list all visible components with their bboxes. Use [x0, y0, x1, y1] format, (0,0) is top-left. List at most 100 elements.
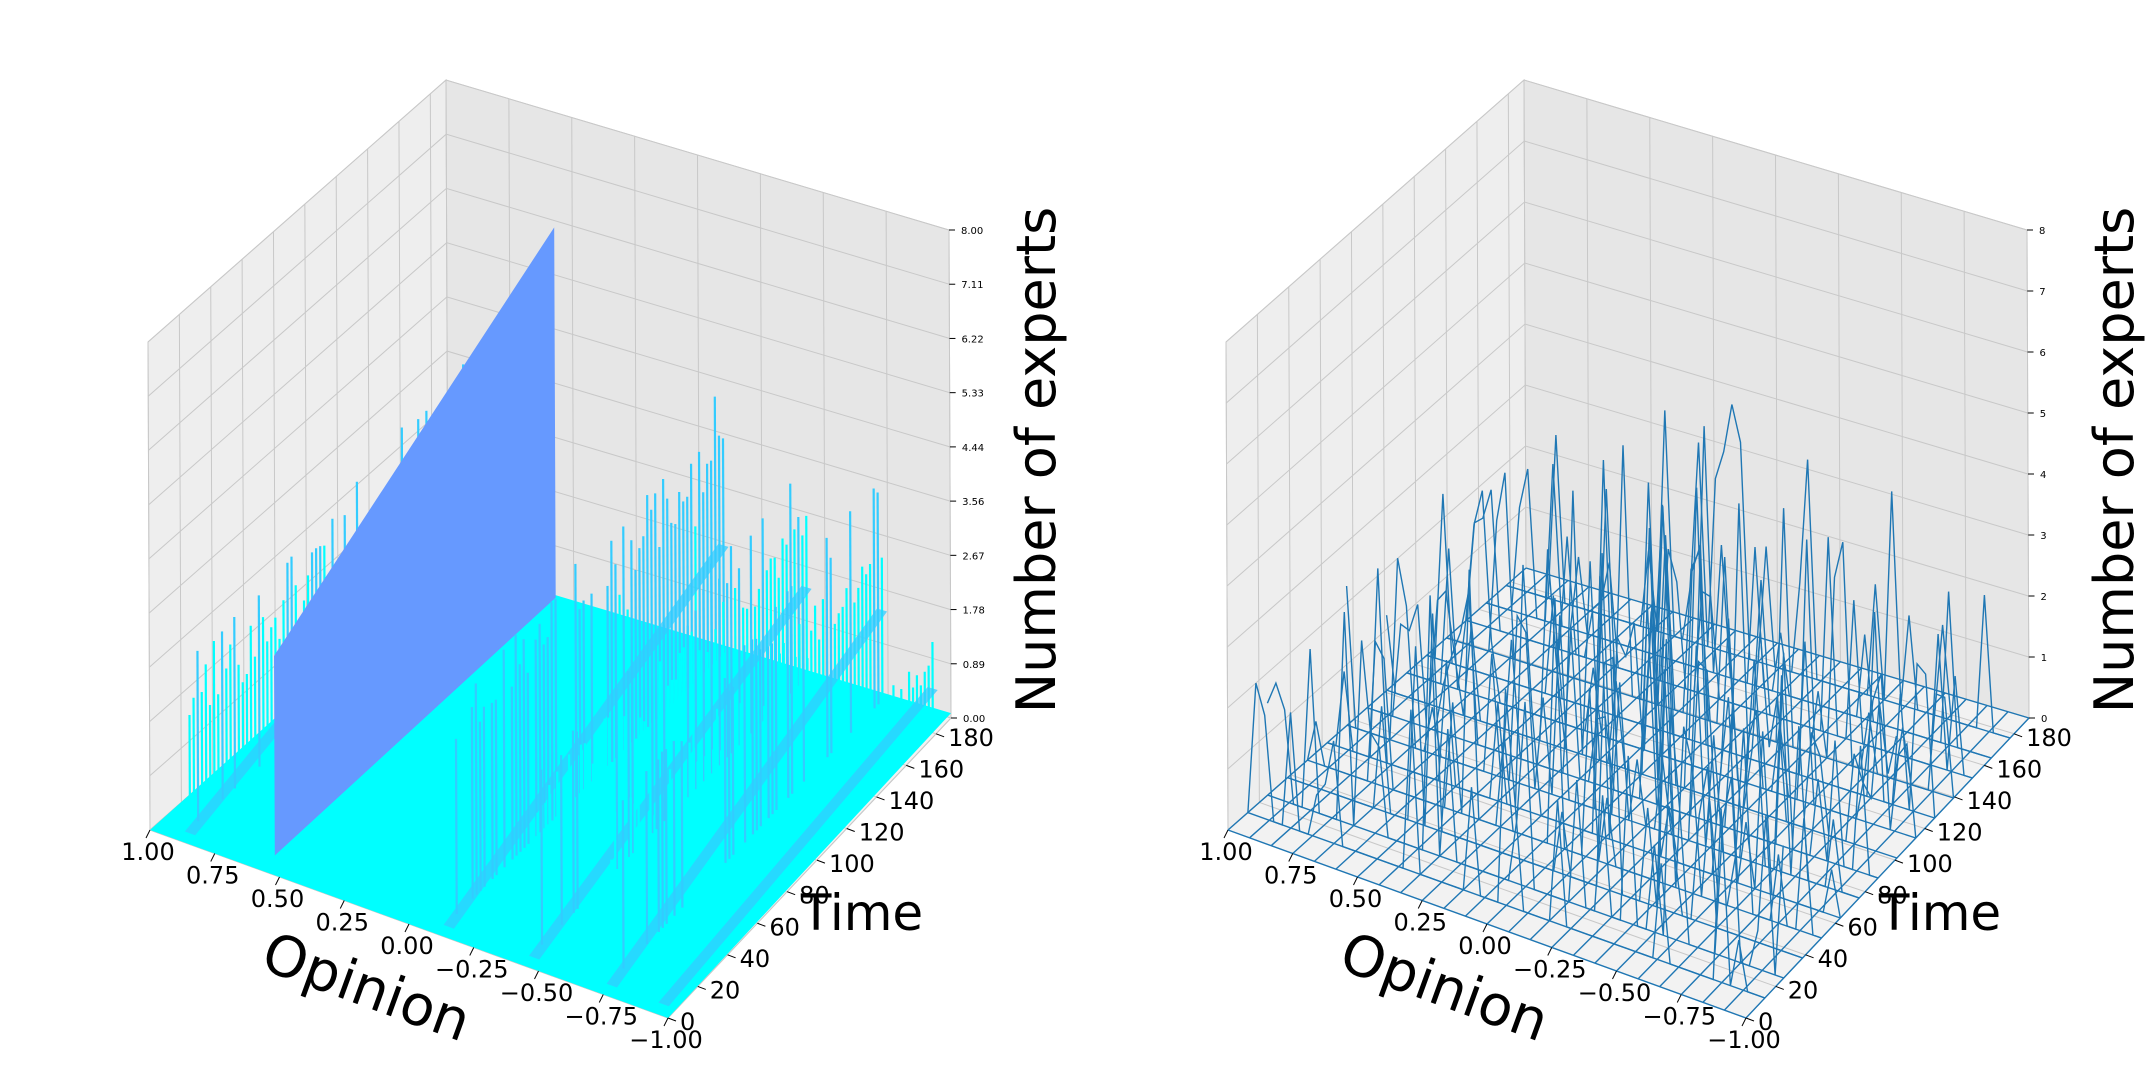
surface-spike [212, 641, 216, 807]
surface-spike [540, 769, 544, 945]
y-tick-label: 60 [1847, 913, 1878, 941]
x-tick-mark [404, 923, 410, 933]
surface-spike [502, 649, 506, 868]
x-tick-label: 0.50 [1329, 885, 1382, 913]
y-tick-mark [1984, 764, 1993, 769]
y-tick-mark [1894, 859, 1904, 864]
y-tick-label: 140 [1967, 787, 2013, 815]
surface-spike [702, 589, 706, 782]
z-tick-label: 4.44 [962, 443, 984, 454]
wire-line [1529, 655, 1820, 941]
surface-spike [562, 663, 566, 809]
surface-spike [731, 686, 735, 855]
surface-spike [674, 679, 678, 810]
wire-series [1406, 490, 1917, 839]
surface-spike [567, 754, 571, 917]
z-tick-label: 1 [2041, 653, 2047, 664]
surface-spike [200, 691, 204, 818]
x-tick-label: −0.25 [435, 956, 509, 984]
y-tick-label: 160 [1996, 755, 2042, 783]
surface-spike [880, 557, 884, 701]
y-tick-mark [2013, 733, 2023, 738]
z-tick-label: 0.89 [963, 660, 985, 671]
z-tick-label: 8 [2039, 226, 2045, 237]
x-tick-mark [1741, 1017, 1747, 1027]
surface-spike [743, 645, 747, 843]
surface-spike [718, 578, 722, 766]
surface-spike [714, 629, 718, 770]
x-tick-mark [663, 1017, 669, 1027]
surface-spike [727, 690, 731, 859]
surface-spike [798, 624, 802, 786]
surface-spike [482, 706, 486, 887]
surface-spike [204, 664, 208, 814]
x-tick-mark [1482, 923, 1488, 933]
surface-spike [466, 741, 470, 903]
x-tick-mark [339, 900, 345, 909]
y-axis-title: Time [1878, 884, 2001, 942]
y-tick-mark [906, 764, 915, 769]
surface-spike [196, 650, 200, 822]
grid-line [148, 242, 950, 506]
y-tick-label: 160 [918, 755, 964, 783]
y-tick-mark [757, 922, 766, 927]
y-tick-mark [935, 733, 945, 738]
surface-spike [646, 495, 650, 727]
surface-spike [666, 498, 670, 708]
surface-spike [629, 797, 633, 961]
wire-line [1378, 611, 1674, 886]
x-tick-mark [534, 970, 539, 980]
grid-line [147, 341, 151, 831]
surface-spike [583, 743, 587, 901]
grid-line [1227, 506, 2029, 770]
surface-spike [657, 759, 660, 932]
y-tick-label: 60 [769, 913, 800, 941]
surface-spike [821, 599, 825, 762]
surface-spike [747, 691, 751, 839]
surface-spike [770, 643, 774, 815]
surface-spike [872, 488, 876, 709]
y-tick-label: 40 [1818, 945, 1849, 973]
x-tick-mark [1288, 853, 1294, 862]
y-tick-mark [876, 796, 885, 801]
z-tick-label: 1.78 [963, 606, 985, 617]
surface-spike [645, 771, 649, 945]
surface-spike [841, 606, 845, 741]
surface-spike [637, 791, 641, 953]
z-tick-label: 0 [2041, 714, 2047, 725]
surface-spike [544, 802, 548, 941]
surface-spike [849, 511, 853, 733]
y-tick-label: 80 [1877, 882, 1908, 910]
z-axis-title: Number of experts [2083, 207, 2146, 714]
ridge-wall [273, 227, 556, 856]
y-tick-mark [697, 985, 706, 990]
x-tick-mark [275, 876, 280, 886]
wire-line [1335, 598, 1632, 870]
surface-spike [658, 661, 662, 826]
grid-line [178, 314, 182, 803]
z-tick-label: 6.22 [961, 334, 983, 345]
x-tick-mark [469, 947, 475, 956]
x-tick-label: 0.25 [1394, 909, 1447, 937]
x-tick-label: −1.00 [629, 1026, 703, 1054]
z-tick-label: 7.11 [961, 280, 983, 291]
surface-spike [857, 587, 860, 725]
surface-spike [790, 586, 794, 794]
surface-spike [470, 707, 474, 899]
surface-spike [225, 668, 228, 796]
surface-spike [594, 643, 598, 778]
y-tick-mark [1864, 891, 1874, 896]
wire-series [1247, 682, 1766, 999]
y-tick-label: 0 [1758, 1008, 1773, 1036]
surface-spike [660, 751, 664, 928]
x-tick-mark [1353, 876, 1358, 886]
z-tick-label: 5 [2040, 409, 2046, 420]
surface-spike [729, 546, 733, 754]
wire-line [1486, 642, 1778, 925]
y-tick-label: 180 [2026, 724, 2072, 752]
surface-spike [249, 625, 253, 774]
y-tick-mark [1775, 985, 1784, 990]
x-tick-label: −0.25 [1513, 956, 1587, 984]
x-tick-mark [1676, 994, 1682, 1003]
y-tick-mark [1835, 922, 1844, 927]
